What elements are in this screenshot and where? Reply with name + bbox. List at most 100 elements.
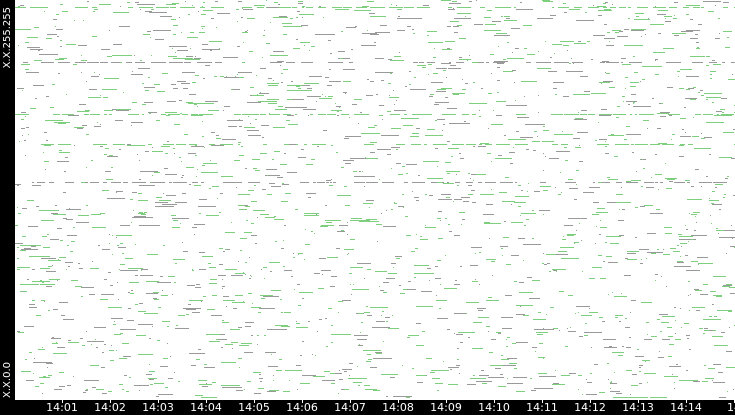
traffic-mark — [364, 278, 365, 279]
traffic-mark — [40, 284, 55, 285]
traffic-mark — [631, 180, 641, 181]
traffic-mark — [267, 99, 279, 100]
traffic-mark — [604, 347, 617, 348]
dense-row-mark — [199, 114, 213, 115]
traffic-mark — [120, 333, 123, 334]
traffic-mark — [144, 102, 153, 103]
traffic-mark — [665, 178, 677, 179]
traffic-mark — [447, 141, 450, 142]
traffic-mark — [578, 312, 579, 313]
traffic-mark — [703, 1, 721, 2]
traffic-mark — [310, 114, 313, 115]
traffic-mark — [60, 40, 62, 41]
traffic-mark — [341, 230, 344, 231]
traffic-mark — [243, 9, 253, 10]
traffic-mark — [128, 268, 143, 269]
traffic-mark — [459, 153, 461, 154]
traffic-mark — [319, 258, 326, 259]
traffic-mark — [177, 81, 186, 82]
traffic-mark — [391, 147, 400, 148]
traffic-mark — [639, 367, 641, 368]
traffic-mark — [680, 136, 691, 137]
traffic-mark — [492, 275, 493, 276]
traffic-mark — [227, 362, 236, 363]
traffic-mark — [248, 190, 254, 191]
traffic-mark — [633, 102, 635, 103]
traffic-mark — [233, 89, 240, 90]
traffic-mark — [320, 226, 328, 227]
traffic-mark — [186, 102, 193, 103]
traffic-mark — [110, 285, 113, 286]
traffic-mark — [137, 154, 138, 155]
traffic-mark — [465, 16, 466, 17]
traffic-mark — [239, 119, 240, 120]
dense-row-mark — [65, 182, 74, 183]
traffic-mark — [255, 243, 257, 244]
traffic-mark — [214, 76, 217, 77]
traffic-mark — [74, 20, 75, 21]
traffic-mark — [242, 8, 243, 9]
dense-row-mark — [703, 114, 713, 115]
traffic-mark — [598, 122, 599, 123]
traffic-mark — [429, 96, 433, 97]
traffic-mark — [682, 129, 684, 130]
traffic-mark — [526, 219, 529, 220]
traffic-mark — [139, 160, 140, 161]
traffic-mark — [203, 78, 205, 79]
traffic-mark — [565, 346, 568, 347]
traffic-mark — [311, 231, 313, 232]
traffic-mark — [215, 1, 218, 2]
traffic-mark — [259, 93, 269, 94]
traffic-mark — [574, 243, 575, 244]
dense-row-mark — [257, 7, 264, 8]
traffic-mark — [360, 221, 379, 222]
traffic-mark — [521, 213, 536, 214]
traffic-mark — [336, 152, 338, 153]
traffic-mark — [44, 161, 49, 162]
traffic-mark — [343, 160, 354, 161]
traffic-mark — [117, 144, 124, 145]
traffic-mark — [366, 158, 368, 159]
traffic-mark — [21, 128, 25, 129]
traffic-mark — [191, 365, 196, 366]
traffic-mark — [90, 268, 99, 269]
traffic-mark — [19, 141, 20, 142]
traffic-mark — [604, 24, 607, 25]
traffic-mark — [504, 135, 506, 136]
traffic-mark — [46, 96, 49, 97]
traffic-mark — [567, 50, 568, 51]
traffic-mark — [27, 37, 38, 38]
traffic-mark — [251, 235, 257, 236]
traffic-mark — [132, 217, 153, 218]
dense-row-mark — [683, 7, 689, 8]
traffic-mark — [473, 180, 474, 181]
traffic-mark — [389, 97, 399, 98]
dense-row-mark — [328, 62, 343, 63]
traffic-mark — [491, 189, 492, 190]
traffic-mark — [687, 199, 702, 200]
traffic-mark — [238, 142, 241, 143]
traffic-mark — [538, 95, 539, 96]
traffic-mark — [172, 294, 173, 295]
traffic-mark — [167, 101, 176, 102]
traffic-mark — [260, 92, 261, 93]
traffic-mark — [245, 262, 247, 263]
traffic-mark — [686, 30, 700, 31]
traffic-mark — [704, 93, 722, 94]
traffic-mark — [361, 158, 378, 159]
x-tick-label: 14:01 — [46, 401, 78, 414]
traffic-mark — [167, 204, 169, 205]
traffic-mark — [273, 375, 274, 376]
traffic-mark — [715, 187, 717, 188]
traffic-mark — [370, 16, 386, 17]
dense-row-mark — [600, 182, 610, 183]
traffic-mark — [252, 303, 253, 304]
traffic-mark — [83, 20, 84, 21]
traffic-mark — [534, 388, 553, 389]
traffic-mark — [451, 156, 453, 157]
dense-row-mark — [260, 114, 266, 115]
traffic-mark — [713, 295, 722, 296]
dense-row-mark — [431, 182, 438, 183]
traffic-mark — [388, 273, 397, 274]
traffic-mark — [399, 52, 400, 53]
